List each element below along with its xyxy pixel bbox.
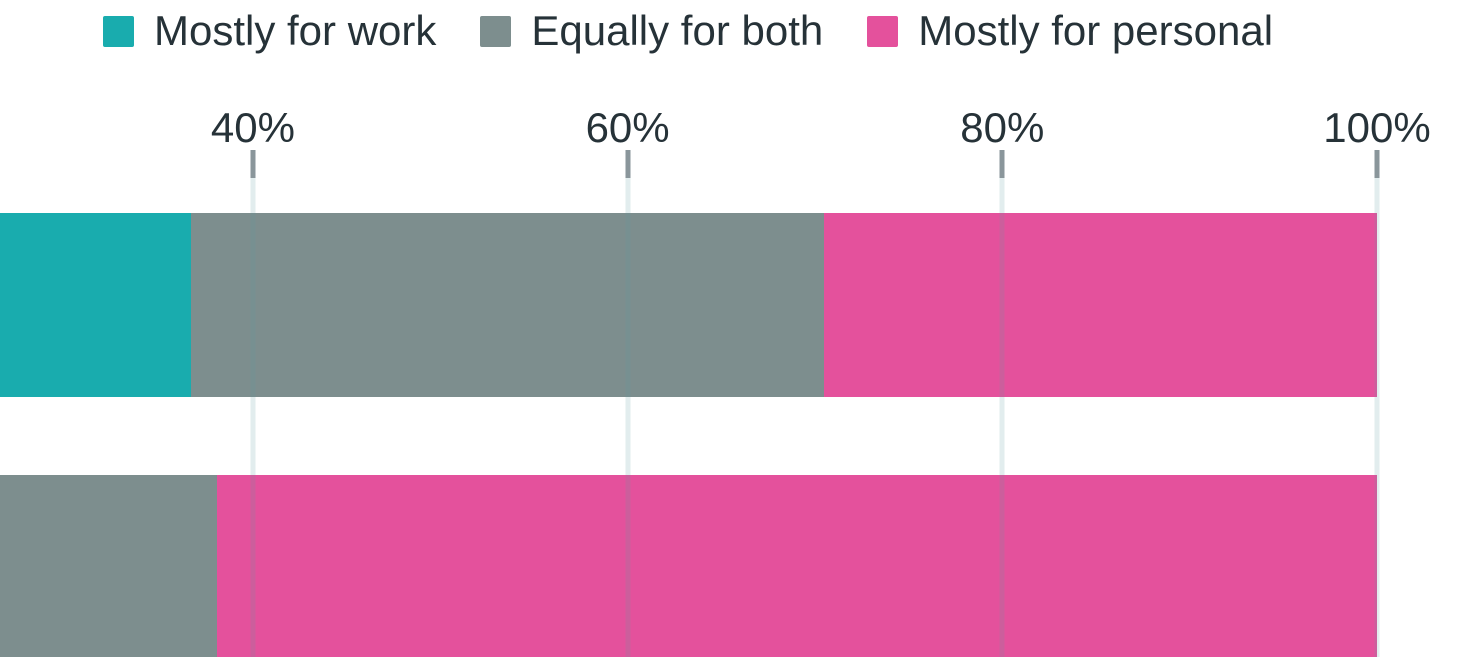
legend-item-1: Equally for both	[480, 7, 823, 55]
gridline	[250, 155, 256, 657]
legend-item-0: Mostly for work	[103, 7, 436, 55]
bar-row-0	[0, 213, 1377, 397]
bar-segment	[217, 475, 1377, 657]
tick-mark	[999, 150, 1005, 178]
x-axis-tick-label: 100%	[1323, 104, 1431, 151]
x-axis-tick-label: 40%	[210, 104, 295, 151]
bar-segment	[0, 213, 192, 397]
tick-mark	[625, 150, 631, 178]
x-axis-tick-label: 60%	[585, 104, 670, 151]
legend-item-2: Mostly for personal	[867, 7, 1273, 55]
gridline	[1374, 155, 1380, 657]
legend-swatch-icon	[867, 15, 899, 47]
legend-label: Equally for both	[531, 7, 824, 54]
bar-segment	[191, 213, 825, 397]
bar-segment	[824, 213, 1377, 397]
gridline	[999, 155, 1005, 657]
bar-segment	[0, 475, 218, 657]
tick-mark	[1374, 150, 1380, 178]
legend-swatch-icon	[480, 15, 512, 47]
legend: Mostly for work Equally for both Mostly fo…	[103, 0, 1273, 62]
bar-row-1	[0, 475, 1377, 657]
legend-label: Mostly for work	[154, 7, 437, 54]
legend-label: Mostly for personal	[918, 7, 1274, 54]
tick-mark	[250, 150, 256, 178]
gridline	[625, 155, 631, 657]
legend-swatch-icon	[103, 15, 134, 47]
x-axis-tick-label: 80%	[960, 104, 1045, 151]
